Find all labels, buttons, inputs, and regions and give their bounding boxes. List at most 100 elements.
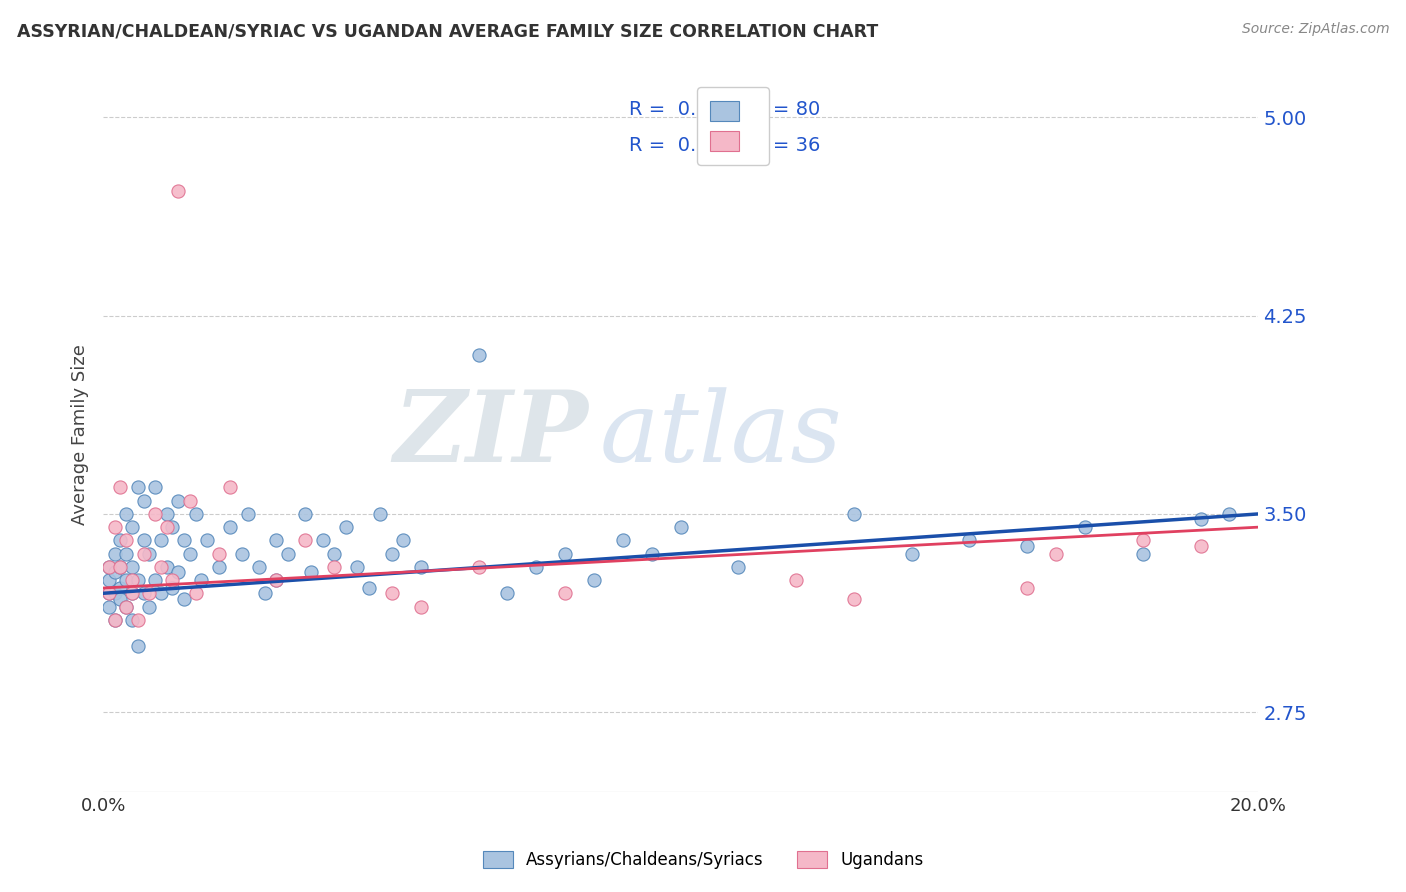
Point <box>346 559 368 574</box>
Point <box>104 565 127 579</box>
Point <box>409 559 432 574</box>
Point <box>184 586 207 600</box>
Text: Source: ZipAtlas.com: Source: ZipAtlas.com <box>1241 22 1389 37</box>
Point <box>179 547 201 561</box>
Point <box>104 586 127 600</box>
Point <box>127 480 149 494</box>
Point <box>900 797 922 812</box>
Point <box>208 547 231 561</box>
Point <box>162 573 184 587</box>
Point <box>104 547 127 561</box>
Point <box>299 565 322 579</box>
Point <box>121 559 143 574</box>
Point <box>1017 539 1039 553</box>
Point <box>335 520 357 534</box>
Point <box>277 547 299 561</box>
Point <box>179 493 201 508</box>
Point <box>132 586 155 600</box>
Point <box>143 507 166 521</box>
Point <box>190 573 212 587</box>
Point <box>115 507 138 521</box>
Legend: Assyrians/Chaldeans/Syriacs, Ugandans: Assyrians/Chaldeans/Syriacs, Ugandans <box>472 841 934 880</box>
Point <box>311 533 333 548</box>
Point <box>496 586 519 600</box>
Point <box>785 573 807 587</box>
Point <box>132 533 155 548</box>
Point <box>97 559 120 574</box>
Point <box>231 547 253 561</box>
Point <box>208 559 231 574</box>
Point <box>612 533 634 548</box>
Point <box>127 573 149 587</box>
Point <box>294 507 316 521</box>
Point <box>127 613 149 627</box>
Y-axis label: Average Family Size: Average Family Size <box>72 344 89 525</box>
Point <box>370 507 392 521</box>
Point <box>842 591 865 606</box>
Point <box>149 533 172 548</box>
Text: R =  0.053   N = 36: R = 0.053 N = 36 <box>628 136 820 155</box>
Point <box>162 581 184 595</box>
Point <box>1132 533 1154 548</box>
Point <box>110 533 132 548</box>
Point <box>1189 539 1212 553</box>
Point <box>167 565 190 579</box>
Point <box>167 493 190 508</box>
Point <box>104 613 127 627</box>
Point <box>115 573 138 587</box>
Point <box>97 586 120 600</box>
Point <box>132 547 155 561</box>
Point <box>294 533 316 548</box>
Point <box>1017 581 1039 595</box>
Point <box>236 507 259 521</box>
Point <box>138 599 160 614</box>
Point <box>392 533 415 548</box>
Point <box>132 493 155 508</box>
Point <box>127 639 149 653</box>
Point <box>554 586 576 600</box>
Point <box>173 591 195 606</box>
Point <box>247 559 270 574</box>
Point <box>467 348 489 362</box>
Point <box>381 586 404 600</box>
Point <box>156 520 179 534</box>
Point <box>266 573 288 587</box>
Point <box>524 559 547 574</box>
Point <box>97 599 120 614</box>
Point <box>381 547 404 561</box>
Point <box>167 184 190 198</box>
Point <box>162 520 184 534</box>
Point <box>1074 520 1097 534</box>
Point <box>583 573 606 587</box>
Point <box>104 613 127 627</box>
Point <box>110 581 132 595</box>
Point <box>110 591 132 606</box>
Point <box>97 586 120 600</box>
Legend: , : , <box>697 87 769 165</box>
Point <box>121 573 143 587</box>
Point <box>121 613 143 627</box>
Point <box>121 520 143 534</box>
Point <box>115 533 138 548</box>
Point <box>121 586 143 600</box>
Point <box>219 520 242 534</box>
Point <box>121 586 143 600</box>
Point <box>195 533 218 548</box>
Point <box>959 533 981 548</box>
Point <box>253 586 276 600</box>
Point <box>554 547 576 561</box>
Point <box>115 599 138 614</box>
Point <box>110 559 132 574</box>
Point <box>669 520 692 534</box>
Point <box>1218 507 1240 521</box>
Point <box>1189 512 1212 526</box>
Point <box>149 586 172 600</box>
Point <box>143 573 166 587</box>
Point <box>97 573 120 587</box>
Point <box>110 480 132 494</box>
Point <box>409 599 432 614</box>
Point <box>104 520 127 534</box>
Point <box>173 533 195 548</box>
Point <box>184 507 207 521</box>
Point <box>138 547 160 561</box>
